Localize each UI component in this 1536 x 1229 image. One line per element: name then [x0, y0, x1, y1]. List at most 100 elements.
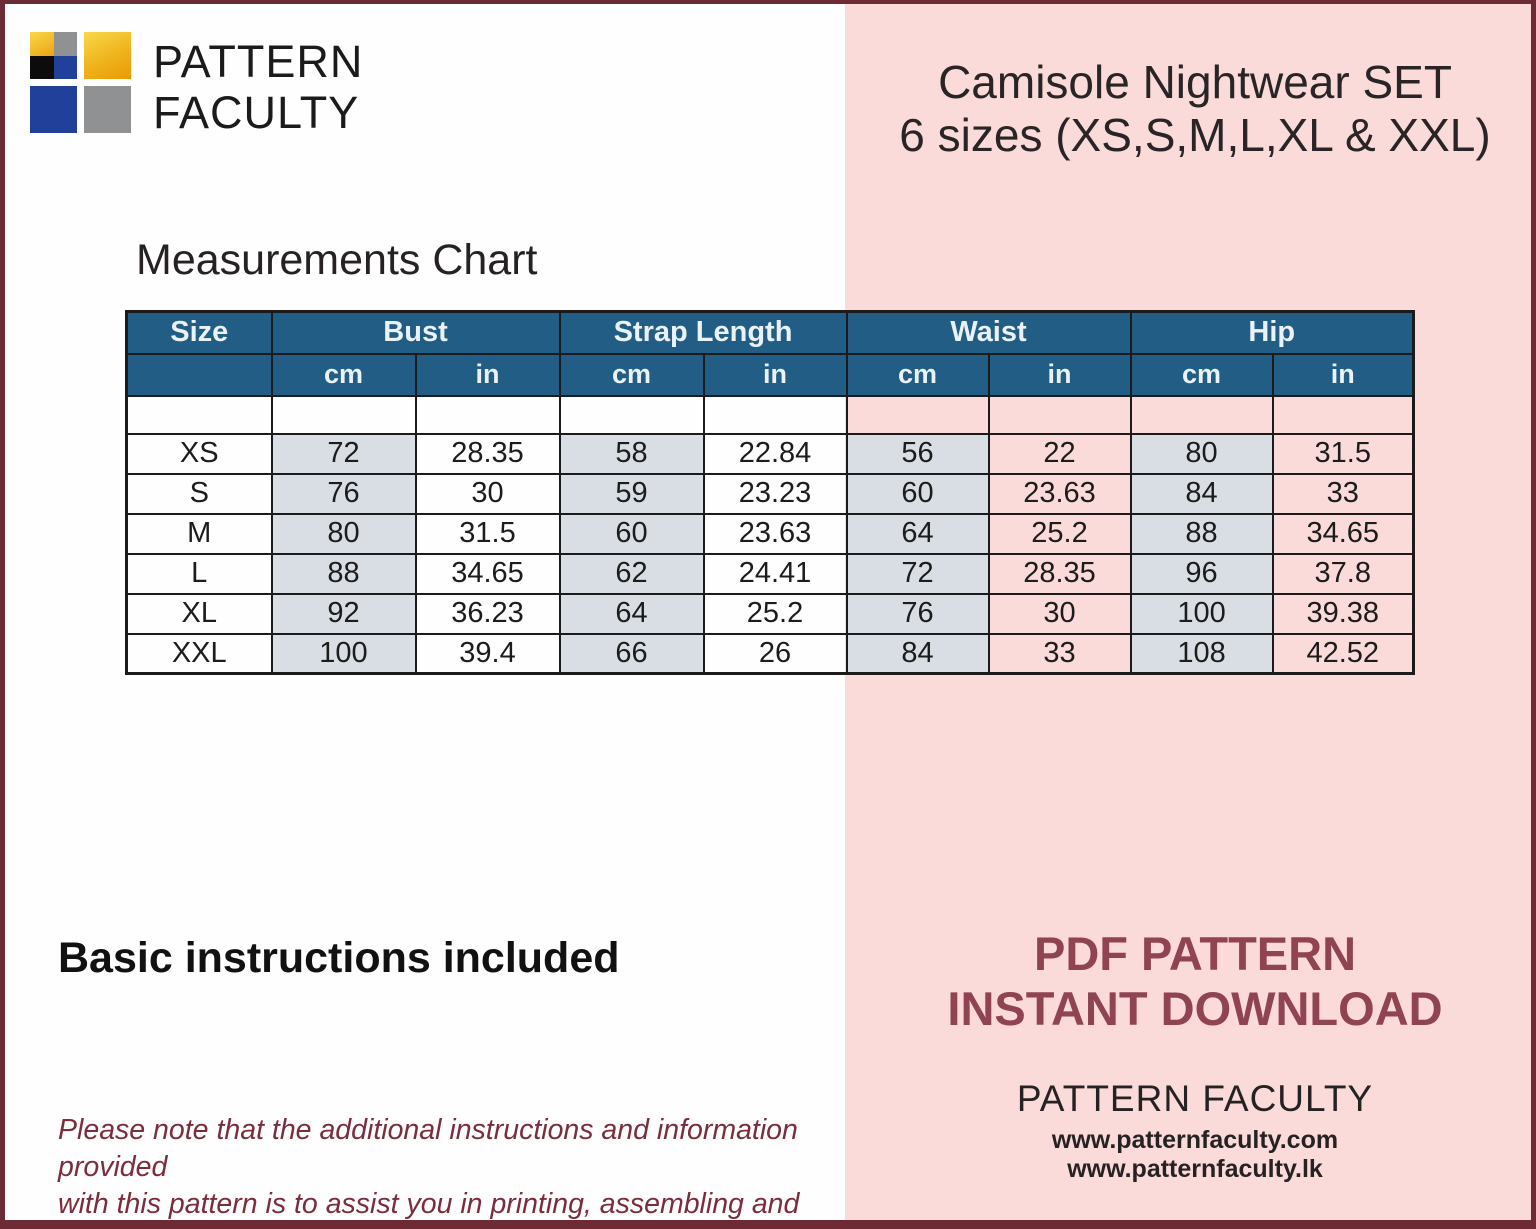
header-bust: Bust	[270, 310, 561, 355]
strap-in-cell: 26	[703, 632, 848, 675]
strap-in-cell: 22.84	[703, 432, 848, 475]
product-title-line1: Camisole Nightwear SET	[938, 56, 1452, 108]
waist-in-label: in	[988, 352, 1132, 397]
hip-in-label: in	[1272, 352, 1415, 397]
strap-cm-cell: 58	[558, 432, 705, 475]
bust-cm-cell: 76	[270, 472, 417, 515]
measurements-chart-title: Measurements Chart	[136, 236, 538, 284]
header-hip: Hip	[1129, 310, 1415, 355]
size-cell: XS	[125, 432, 273, 475]
website-url-lk: www.patternfaculty.lk	[1067, 1155, 1323, 1183]
bust-in-cell: 39.4	[414, 632, 561, 675]
bust-cm-cell: 72	[270, 432, 417, 475]
bust-cm-label: cm	[270, 352, 417, 397]
download-title-line1: PDF PATTERN	[1033, 927, 1357, 980]
waist-cm-cell: 56	[845, 432, 990, 475]
website-url-com: www.patternfaculty.com	[1051, 1126, 1339, 1154]
waist-cm-label: cm	[845, 352, 990, 397]
logo-blue-square	[30, 86, 77, 133]
table-row-xxl: XXL 100 39.4 66 26 84 33 108 42.52	[125, 632, 1415, 675]
table-group-header-row: Size Bust Strap Length Waist Hip	[125, 310, 1415, 355]
size-cell: L	[125, 552, 273, 595]
bust-in-cell: 28.35	[414, 432, 561, 475]
strap-cm-cell: 60	[558, 512, 705, 555]
hip-cm-cell: 80	[1129, 432, 1274, 475]
bust-cm-cell: 80	[270, 512, 417, 555]
strap-in-cell: 25.2	[703, 592, 848, 635]
bust-cm-cell: 88	[270, 552, 417, 595]
disclaimer-line2: with this pattern is to assist you in pr…	[58, 1188, 800, 1220]
logo-mini-grid	[30, 32, 77, 79]
bust-cm-cell: 92	[270, 592, 417, 635]
brand-word-pattern: PATTERN	[153, 36, 364, 87]
size-cell: XL	[125, 592, 273, 635]
logo-mini-gray-square	[53, 32, 77, 56]
hip-cm-cell: 84	[1129, 472, 1274, 515]
logo-gray-square	[84, 86, 131, 133]
strap-cm-cell: 66	[558, 632, 705, 675]
brand-name-bottom: PATTERN FACULTY	[1016, 1078, 1374, 1119]
strap-cm-cell: 64	[558, 592, 705, 635]
strap-in-cell: 24.41	[703, 552, 848, 595]
hip-cm-label: cm	[1129, 352, 1274, 397]
strap-cm-label: cm	[558, 352, 705, 397]
logo-mini-gold-square	[30, 32, 54, 56]
table-row-l: L 88 34.65 62 24.41 72 28.35 96 37.8	[125, 552, 1415, 595]
download-title-line2: INSTANT DOWNLOAD	[947, 982, 1443, 1035]
size-cell: XXL	[125, 632, 273, 675]
strap-in-cell: 23.63	[703, 512, 848, 555]
waist-cm-cell: 76	[845, 592, 990, 635]
hip-in-cell: 37.8	[1272, 552, 1415, 595]
logo-squares-icon	[30, 32, 131, 133]
strap-in-cell: 23.23	[703, 472, 848, 515]
hip-in-cell: 34.65	[1272, 512, 1415, 555]
waist-in-cell: 25.2	[988, 512, 1132, 555]
hip-cm-cell: 100	[1129, 592, 1274, 635]
download-title: PDF PATTERN INSTANT DOWNLOAD	[865, 926, 1525, 1036]
logo-mini-black-square	[30, 55, 54, 79]
brand-word-faculty: FACULTY	[153, 87, 360, 138]
hip-in-cell: 39.38	[1272, 592, 1415, 635]
waist-in-cell: 33	[988, 632, 1132, 675]
size-cell: S	[125, 472, 273, 515]
table-row-xs: XS 72 28.35 58 22.84 56 22 80 31.5	[125, 432, 1415, 475]
measurements-table: Size Bust Strap Length Waist Hip cm in c…	[125, 310, 1416, 675]
bust-cm-cell: 100	[270, 632, 417, 675]
waist-in-cell: 30	[988, 592, 1132, 635]
logo-gold-square	[84, 32, 131, 79]
product-title: Camisole Nightwear SET 6 sizes (XS,S,M,L…	[865, 56, 1525, 162]
bust-in-cell: 31.5	[414, 512, 561, 555]
basic-instructions-headline: Basic instructions included	[58, 934, 620, 982]
website-urls: www.patternfaculty.com www.patternfacult…	[865, 1126, 1525, 1184]
bust-in-cell: 36.23	[414, 592, 561, 635]
disclaimer-note: Please note that the additional instruct…	[58, 1112, 858, 1220]
logo-mini-blue-square	[53, 55, 77, 79]
header-strap-length: Strap Length	[558, 310, 848, 355]
header-size: Size	[125, 310, 273, 355]
waist-cm-cell: 64	[845, 512, 990, 555]
hip-in-cell: 42.52	[1272, 632, 1415, 675]
waist-in-cell: 23.63	[988, 472, 1132, 515]
strap-cm-cell: 59	[558, 472, 705, 515]
hip-in-cell: 31.5	[1272, 432, 1415, 475]
hip-cm-cell: 96	[1129, 552, 1274, 595]
waist-cm-cell: 84	[845, 632, 990, 675]
brand-logo: PATTERN FACULTY	[30, 32, 363, 138]
waist-in-cell: 28.35	[988, 552, 1132, 595]
table-empty-row	[125, 394, 1415, 435]
strap-cm-cell: 62	[558, 552, 705, 595]
table-row-s: S 76 30 59 23.23 60 23.63 84 33	[125, 472, 1415, 515]
bust-in-label: in	[414, 352, 561, 397]
waist-in-cell: 22	[988, 432, 1132, 475]
strap-in-label: in	[703, 352, 848, 397]
bust-in-cell: 30	[414, 472, 561, 515]
header-waist: Waist	[845, 310, 1132, 355]
waist-cm-cell: 60	[845, 472, 990, 515]
table-units-row: cm in cm in cm in cm in	[125, 352, 1415, 397]
hip-cm-cell: 88	[1129, 512, 1274, 555]
hip-in-cell: 33	[1272, 472, 1415, 515]
size-cell: M	[125, 512, 273, 555]
disclaimer-line1: Please note that the additional instruct…	[58, 1114, 798, 1183]
waist-cm-cell: 72	[845, 552, 990, 595]
